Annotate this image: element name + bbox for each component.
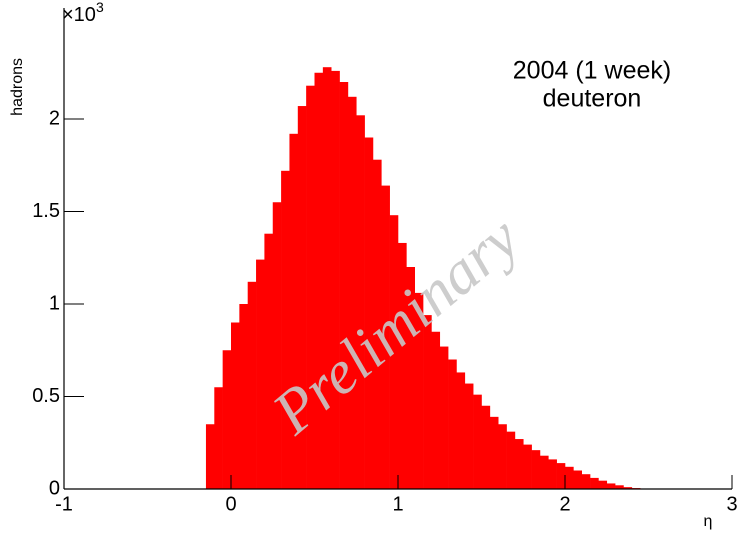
bar xyxy=(556,463,566,489)
bar xyxy=(256,259,265,489)
bar xyxy=(623,487,633,489)
bar xyxy=(431,331,441,489)
bar xyxy=(548,459,557,489)
bar xyxy=(456,372,466,489)
bar xyxy=(514,439,524,489)
bar xyxy=(573,470,582,489)
bar xyxy=(606,483,616,489)
y-axis-label: hadrons xyxy=(9,58,26,116)
bar xyxy=(239,304,248,489)
bar xyxy=(389,215,399,489)
bar xyxy=(297,106,307,490)
bar xyxy=(464,383,474,489)
x-tick-label: 3 xyxy=(726,493,737,515)
bar xyxy=(398,242,407,489)
bar xyxy=(590,477,599,489)
bar xyxy=(448,359,457,489)
bar xyxy=(347,96,357,490)
x-axis-label: η xyxy=(704,513,713,530)
bar xyxy=(272,202,282,489)
bar xyxy=(506,431,516,489)
bar xyxy=(615,485,624,489)
bar xyxy=(565,466,574,489)
annotation: deuteron xyxy=(543,85,642,113)
bar xyxy=(539,455,549,489)
bar xyxy=(414,292,424,489)
bar xyxy=(364,137,374,489)
bar xyxy=(523,444,532,489)
y-tick-label: 0.5 xyxy=(32,385,60,407)
bar xyxy=(314,72,324,489)
bar xyxy=(205,424,215,489)
bar xyxy=(264,233,274,489)
bars xyxy=(205,67,641,490)
bar xyxy=(322,67,332,489)
bar xyxy=(598,480,608,489)
x-tick-label: -1 xyxy=(55,493,73,515)
bar xyxy=(214,387,223,489)
bar xyxy=(489,416,499,489)
y-scale-base: ×10 xyxy=(62,4,96,26)
bar xyxy=(439,346,449,489)
bar xyxy=(381,185,390,489)
y-tick-label: 2 xyxy=(49,107,60,129)
y-tick-label: 0 xyxy=(49,477,60,499)
bar xyxy=(498,424,507,489)
y-tick-label: 1 xyxy=(49,292,60,314)
bar xyxy=(356,115,365,490)
bar xyxy=(372,159,382,489)
x-tick-label: 1 xyxy=(392,493,403,515)
bar xyxy=(289,133,299,490)
bar xyxy=(247,281,257,489)
bar xyxy=(406,267,415,489)
bar xyxy=(481,405,491,489)
annotation: 2004 (1 week) xyxy=(513,57,671,85)
bar xyxy=(331,70,340,490)
bar xyxy=(423,315,432,489)
bar xyxy=(222,350,232,489)
bar xyxy=(339,82,349,489)
y-scale-label: ×103 xyxy=(62,0,104,26)
bar xyxy=(531,450,541,489)
y-scale-exponent: 3 xyxy=(96,0,104,15)
bar xyxy=(306,85,315,489)
bar xyxy=(281,170,290,490)
x-tick-label: 0 xyxy=(225,493,236,515)
bar xyxy=(231,322,240,489)
x-tick-label: 2 xyxy=(559,493,570,515)
bar xyxy=(581,474,591,489)
y-tick-label: 1.5 xyxy=(32,200,60,222)
bar xyxy=(473,394,482,489)
